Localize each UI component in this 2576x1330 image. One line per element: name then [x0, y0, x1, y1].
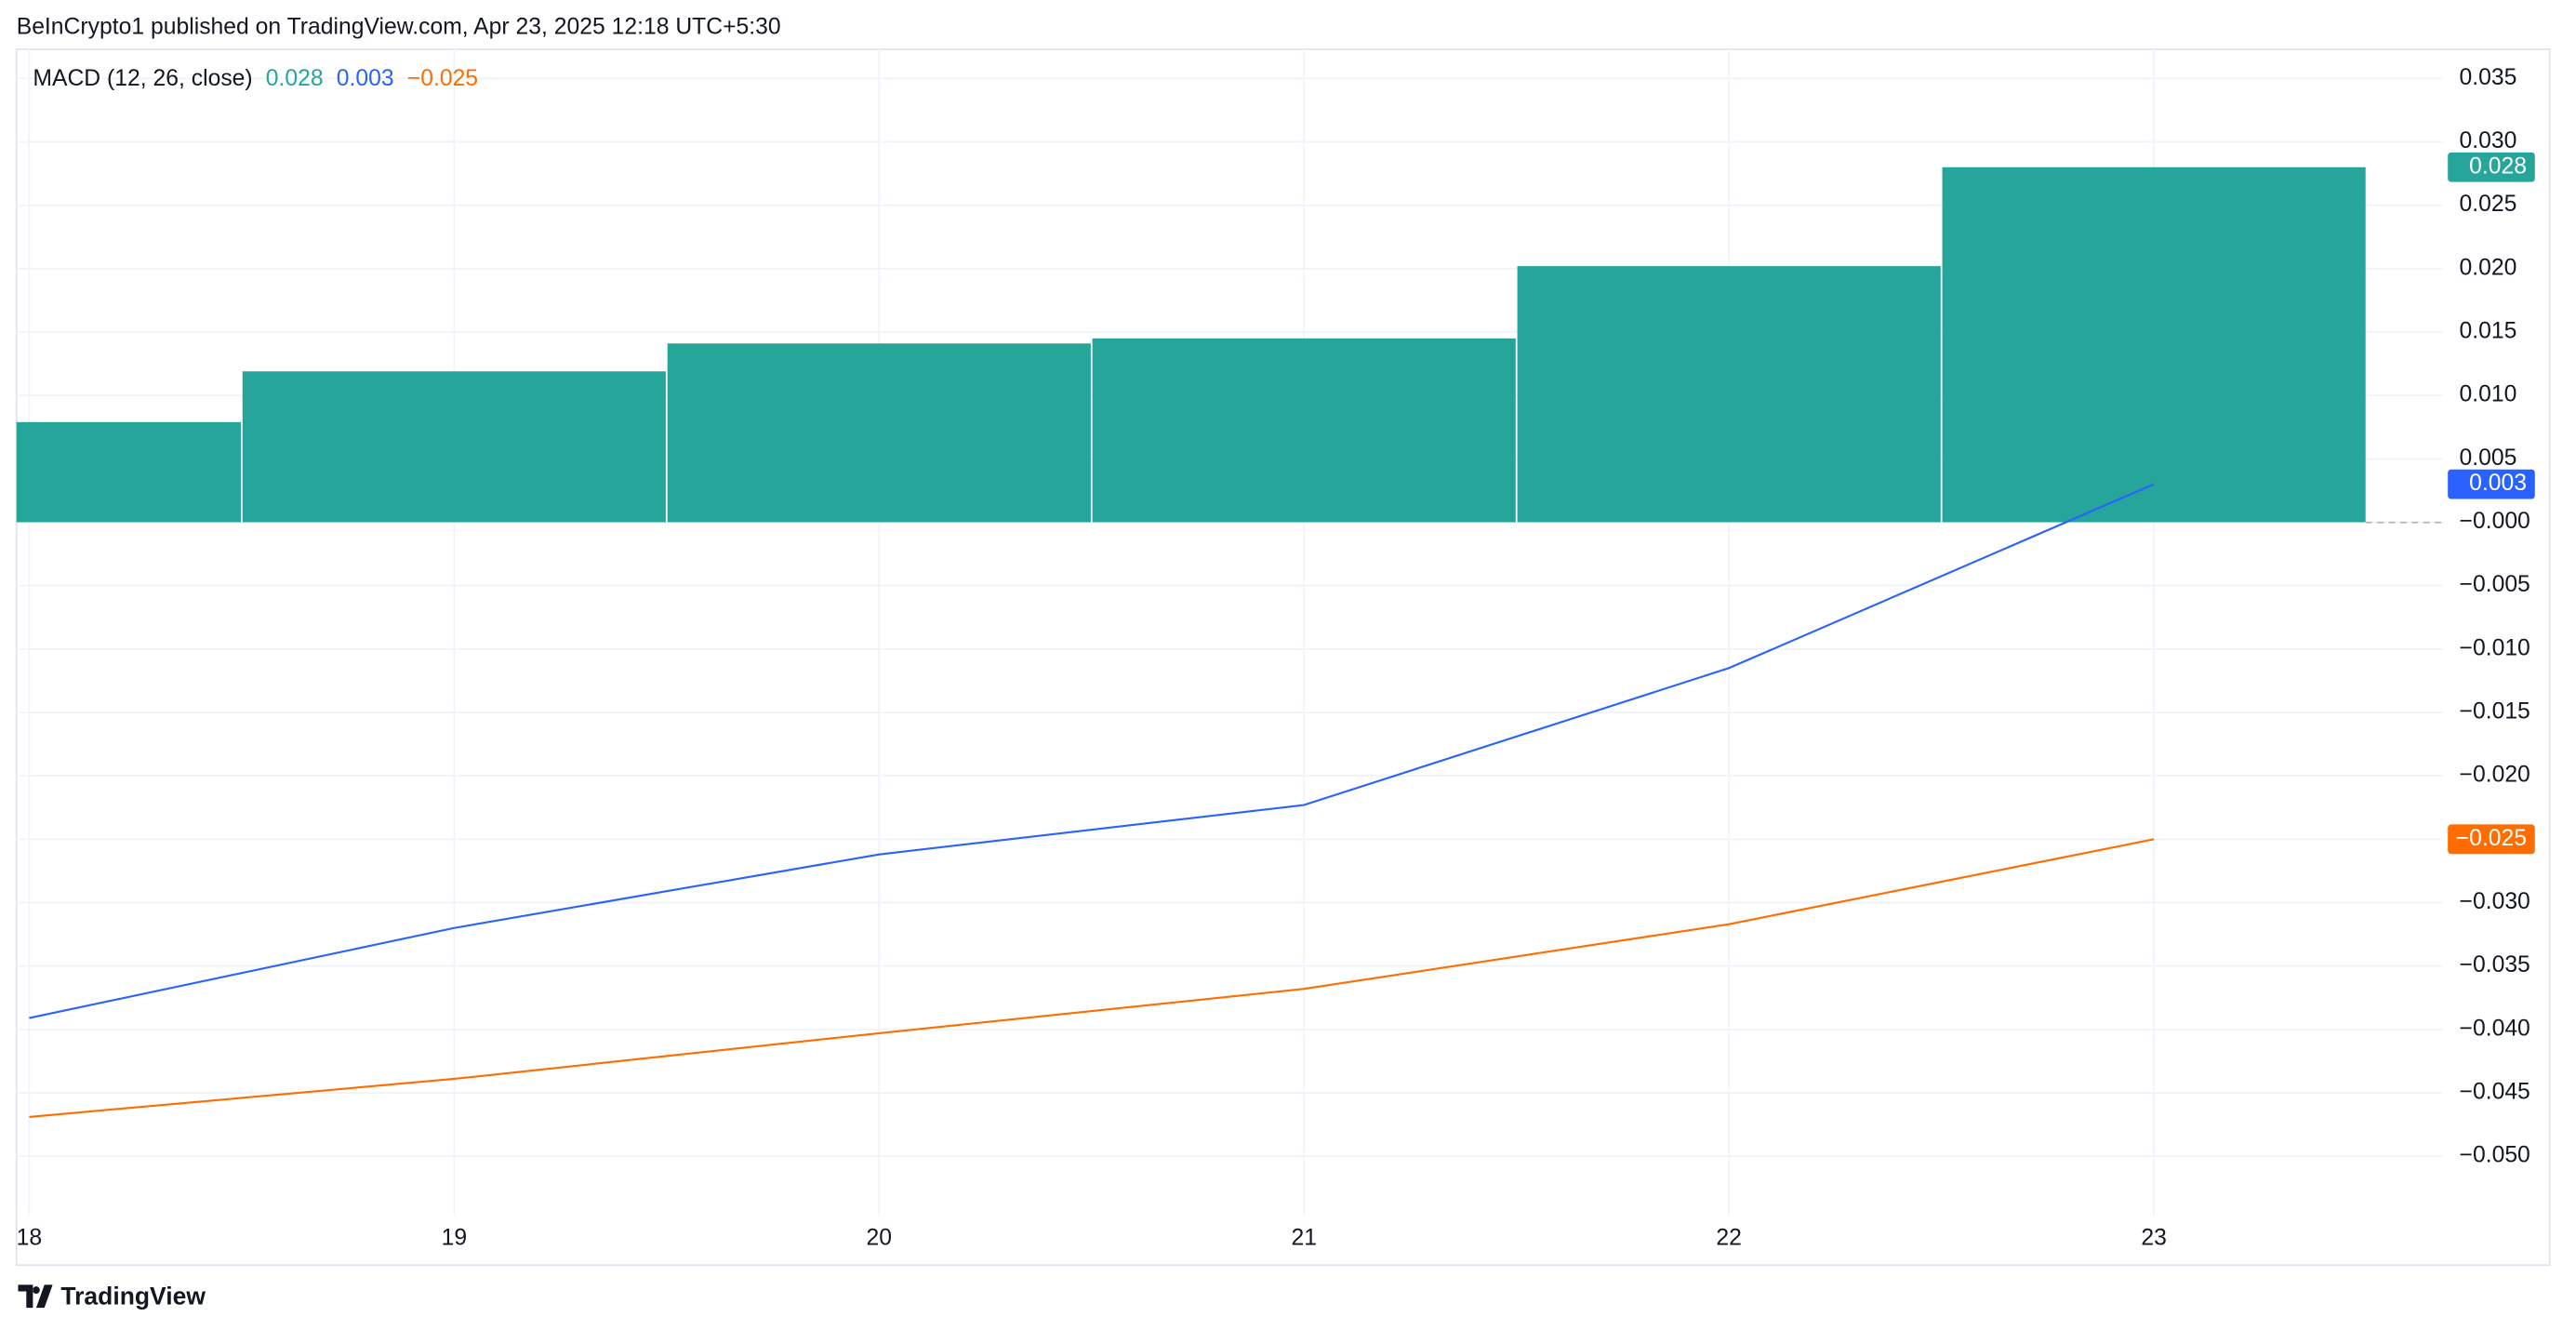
x-tick-label: 23: [2141, 1225, 2166, 1250]
y-tick-label: −0.050: [2460, 1143, 2530, 1168]
y-tick-label: 0.035: [2460, 65, 2517, 90]
price-badge-label: −0.025: [2456, 826, 2527, 851]
y-tick-label: 0.010: [2460, 382, 2517, 407]
legend-value: −0.025: [407, 65, 478, 90]
histogram-bar: [1942, 166, 2366, 523]
y-tick-label: 0.030: [2460, 128, 2517, 153]
plot-area: [16, 166, 2366, 1118]
y-tick-label: 0.005: [2460, 446, 2517, 471]
x-tick-label: 20: [867, 1225, 893, 1250]
y-tick-label: −0.040: [2460, 1016, 2530, 1041]
y-tick-label: −0.015: [2460, 699, 2530, 725]
published-line: BeInCrypto1 published on TradingView.com…: [17, 15, 781, 40]
legend-values: 0.028 0.003 −0.025: [266, 65, 478, 90]
histogram-bar: [667, 343, 1091, 523]
line-series: [29, 838, 2155, 1118]
price-badge: [2448, 824, 2535, 855]
y-tick-label: 0.015: [2460, 319, 2517, 344]
y-tick-label: −0.020: [2460, 763, 2530, 788]
x-tick-label: 18: [17, 1225, 42, 1250]
price-badge-label: 0.028: [2469, 153, 2527, 179]
legend: MACD (12, 26, close) 0.028 0.003 −0.025: [33, 65, 478, 90]
y-tick-label: −0.005: [2460, 572, 2530, 597]
footer-brand: TradingView: [60, 1283, 206, 1310]
price-badge: [2448, 469, 2535, 499]
chart-frame: [15, 48, 2551, 1267]
y-tick-label: 0.025: [2460, 192, 2517, 217]
logo: TradingView: [18, 1283, 206, 1310]
histogram-bar: [1517, 266, 1941, 523]
x-tick-label: 19: [442, 1225, 468, 1250]
histogram-bar: [16, 421, 242, 523]
x-tick-label: 22: [1716, 1225, 1741, 1250]
y-tick-label: 0.020: [2460, 255, 2517, 280]
y-tick-label: −0.030: [2460, 889, 2530, 914]
histogram-bar: [1092, 338, 1516, 523]
line-series: [29, 483, 2155, 1019]
histogram-bar: [242, 371, 666, 523]
y-tick-label: −0.010: [2460, 635, 2530, 660]
x-tick-label: 21: [1292, 1225, 1318, 1250]
legend-value: 0.003: [337, 65, 394, 90]
price-badge-label: 0.003: [2469, 471, 2527, 496]
indicator-title: MACD (12, 26, close): [33, 65, 252, 90]
legend-value: 0.028: [266, 65, 324, 90]
y-tick-label: −0.045: [2460, 1080, 2530, 1105]
y-tick-label: −0.000: [2460, 509, 2530, 534]
y-tick-label: −0.035: [2460, 952, 2530, 978]
price-badge: [2448, 152, 2535, 182]
